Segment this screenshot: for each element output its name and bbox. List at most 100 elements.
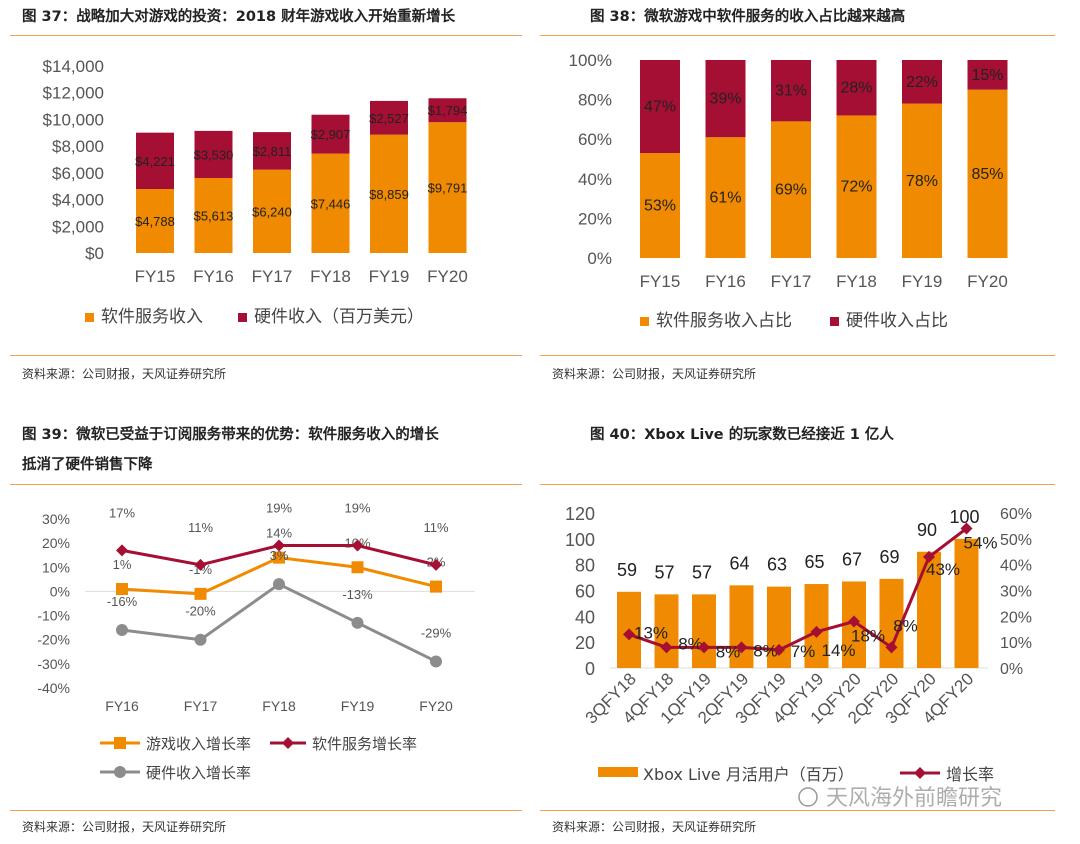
legend-marker bbox=[114, 766, 126, 778]
y-tick-label: 80% bbox=[578, 91, 612, 110]
x-tick-label: FY17 bbox=[184, 698, 218, 714]
data-label-hardware: 15% bbox=[971, 67, 1003, 84]
data-label-growth: 8% bbox=[893, 616, 918, 635]
data-label: 17% bbox=[109, 505, 135, 520]
x-tick-label: FY16 bbox=[105, 698, 139, 714]
marker-diamond bbox=[430, 558, 442, 571]
bar-hardware bbox=[311, 114, 350, 154]
chart-40-source: 资料来源：公司财报，天风证券研究所 bbox=[552, 820, 757, 834]
divider bbox=[10, 35, 522, 36]
data-label-hardware: 28% bbox=[840, 80, 872, 97]
legend-label: 游戏收入增长率 bbox=[146, 735, 251, 753]
divider bbox=[540, 355, 1055, 356]
bar-hardware bbox=[902, 60, 942, 104]
legend-swatch bbox=[598, 767, 638, 777]
marker-diamond bbox=[773, 643, 785, 656]
data-label-hardware: 39% bbox=[709, 91, 741, 108]
marker-diamond bbox=[885, 641, 898, 654]
y-tick-label: 100 bbox=[565, 530, 595, 550]
bar-hardware bbox=[136, 132, 174, 190]
bar-hardware bbox=[705, 60, 746, 138]
y-tick-label: 60 bbox=[575, 582, 595, 602]
data-label-software: 72% bbox=[840, 179, 872, 196]
data-label-users: 57 bbox=[692, 562, 712, 582]
chart-38-source: 资料来源：公司财报，天风证券研究所 bbox=[552, 367, 757, 381]
x-tick-label: FY18 bbox=[836, 272, 877, 291]
y-tick-label: $0 bbox=[85, 244, 104, 263]
y-tick-label: 40% bbox=[578, 170, 612, 189]
data-label-software: 61% bbox=[709, 190, 741, 207]
marker-diamond bbox=[960, 522, 973, 535]
y-tick-label: -20% bbox=[37, 632, 70, 648]
y2-tick-label: 0% bbox=[1000, 661, 1023, 678]
data-label: 19% bbox=[266, 501, 292, 516]
marker-diamond bbox=[660, 641, 673, 654]
y-tick-label: 100% bbox=[569, 51, 612, 70]
data-label-hardware: $2,527 bbox=[369, 111, 409, 126]
divider bbox=[540, 35, 1055, 36]
marker-square bbox=[116, 583, 128, 596]
data-label-growth: 7% bbox=[791, 642, 816, 661]
y-tick-label: 0% bbox=[587, 249, 612, 268]
data-label: -13% bbox=[342, 587, 373, 602]
marker-circle bbox=[273, 578, 285, 591]
legend-swatch bbox=[830, 317, 839, 326]
legend-label: 软件服务增长率 bbox=[312, 735, 417, 753]
data-label-software: 85% bbox=[971, 166, 1003, 183]
chart-39-title-line1: 图 39：微软已受益于订阅服务带来的优势：软件服务收入的增长 bbox=[22, 427, 439, 443]
legend-swatch bbox=[238, 313, 247, 322]
data-label-users: 67 bbox=[842, 549, 862, 569]
bar-users bbox=[954, 538, 979, 668]
bar-users bbox=[917, 551, 941, 668]
data-label-software: $7,446 bbox=[311, 196, 351, 211]
legend-swatch bbox=[640, 317, 649, 326]
x-tick-label: FY17 bbox=[252, 267, 293, 286]
y2-tick-label: 60% bbox=[1000, 506, 1032, 523]
marker-square bbox=[351, 561, 364, 574]
data-label-users: 64 bbox=[729, 553, 749, 573]
y-tick-label: 60% bbox=[578, 130, 612, 149]
data-label-growth: 8% bbox=[678, 634, 703, 653]
bar-software bbox=[311, 153, 350, 253]
legend-label: 硬件收入（百万美元） bbox=[254, 307, 424, 327]
bar-hardware bbox=[771, 60, 811, 122]
y-tick-label: -40% bbox=[37, 680, 70, 696]
data-label: 11% bbox=[188, 520, 213, 535]
y-tick-label: $2,000 bbox=[52, 217, 104, 236]
data-label-hardware: $2,811 bbox=[253, 144, 292, 159]
marker-diamond bbox=[194, 558, 207, 571]
data-label-growth: 8% bbox=[753, 641, 778, 660]
wechat-icon bbox=[798, 787, 818, 807]
data-label-hardware: $4,221 bbox=[135, 154, 175, 169]
data-label-software: 69% bbox=[775, 182, 807, 199]
data-label: 19% bbox=[344, 501, 370, 516]
marker-diamond bbox=[735, 641, 748, 654]
y-tick-label: $6,000 bbox=[52, 164, 104, 183]
y-tick-label: -10% bbox=[37, 608, 70, 624]
chart-39-source: 资料来源：公司财报，天风证券研究所 bbox=[22, 820, 227, 834]
marker-diamond bbox=[273, 539, 285, 552]
legend-label: 硬件收入占比 bbox=[846, 311, 948, 331]
marker-circle bbox=[194, 633, 207, 646]
chart-39-title-line2: 抵消了硬件销售下降 bbox=[22, 457, 153, 473]
legend-marker bbox=[914, 767, 926, 779]
y2-tick-label: 50% bbox=[1000, 532, 1032, 549]
y-tick-label: 20 bbox=[575, 633, 595, 653]
data-label-software: $9,791 bbox=[428, 181, 468, 196]
bar-hardware bbox=[836, 60, 877, 116]
bar-hardware bbox=[194, 130, 233, 179]
legend-marker bbox=[114, 737, 126, 749]
y2-tick-label: 10% bbox=[1000, 635, 1032, 652]
data-label-software: 53% bbox=[644, 198, 676, 215]
x-tick-label: FY18 bbox=[310, 267, 351, 286]
x-tick-label: FY19 bbox=[369, 267, 410, 286]
legend-label: 增长率 bbox=[946, 765, 994, 784]
data-label: 14% bbox=[266, 526, 292, 541]
x-tick-label: FY15 bbox=[640, 272, 681, 291]
bar-software bbox=[136, 189, 174, 253]
bar-users bbox=[729, 585, 754, 668]
y-tick-label: $8,000 bbox=[52, 137, 104, 156]
marker-circle bbox=[351, 616, 364, 629]
data-label-hardware: 22% bbox=[906, 74, 938, 91]
x-tick-label: FY17 bbox=[771, 272, 812, 291]
